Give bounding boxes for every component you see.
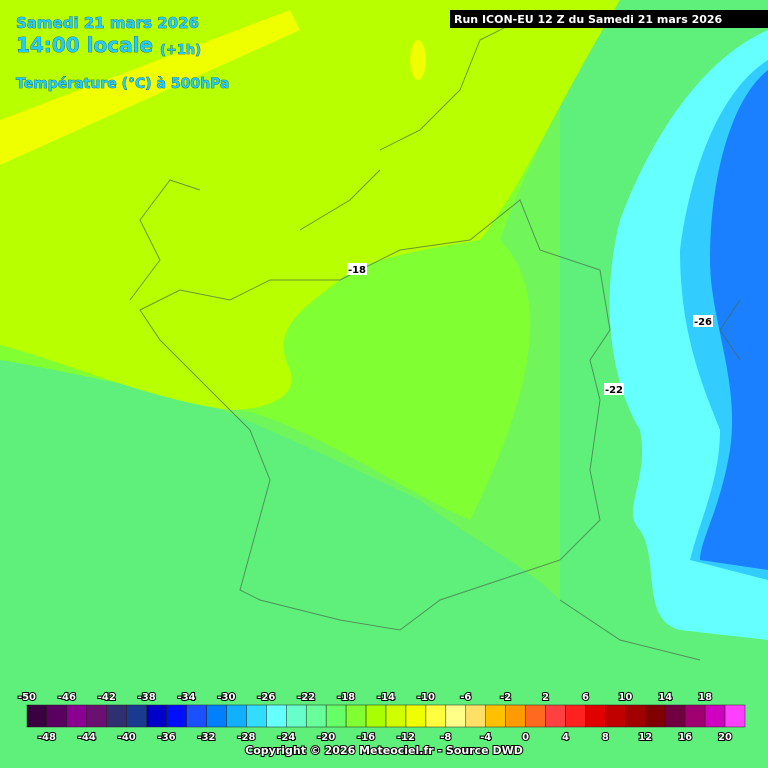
- legend-swatch: [166, 704, 187, 728]
- legend-label: 4: [562, 732, 569, 743]
- credit: Copyright © 2026 Meteociel.fr - Source D…: [245, 744, 523, 757]
- legend-swatch: [405, 704, 427, 728]
- map-time: 14:00 locale: [16, 33, 153, 57]
- legend-swatch: [186, 704, 207, 728]
- legend-label: -32: [197, 732, 215, 743]
- legend-label: -4: [480, 732, 491, 743]
- legend-label: 14: [658, 692, 672, 703]
- legend-label: -38: [138, 692, 156, 703]
- legend-label: 12: [638, 732, 652, 743]
- contour-label-box: [604, 383, 624, 395]
- legend-swatch: [565, 704, 586, 728]
- variable-label: Température (°C) à 500hPa: [16, 76, 229, 92]
- field-zone: [0, 0, 620, 410]
- legend-label: -34: [178, 692, 196, 703]
- legend-label: -26: [257, 692, 275, 703]
- legend-swatch: [66, 704, 88, 728]
- legend-label: -42: [98, 692, 116, 703]
- legend-label: -6: [460, 692, 471, 703]
- legend-label: 8: [602, 732, 609, 743]
- legend-swatch: [425, 704, 447, 728]
- color-legend: -50 -46 -42 -38 -34 -30 -26 -22 -18 -14 -10 -6 -2 2 6 1…: [17, 691, 746, 744]
- legend-label: 0: [522, 732, 529, 743]
- legend-label: -12: [397, 732, 415, 743]
- legend-swatch: [126, 704, 147, 728]
- contour-label: -22: [605, 385, 623, 396]
- legend-swatch: [246, 704, 267, 728]
- legend-swatch: [46, 704, 68, 728]
- run-label: Run ICON-EU 12 Z du Samedi 21 mars 2026: [454, 13, 723, 26]
- legend-swatch: [345, 704, 367, 728]
- legend-label: -46: [58, 692, 76, 703]
- legend-swatch: [645, 704, 666, 728]
- legend-swatch: [286, 704, 307, 728]
- legend-label: -8: [440, 732, 451, 743]
- legend-swatch: [365, 704, 387, 728]
- country-border: [139, 199, 611, 631]
- contour-label: -26: [694, 317, 712, 328]
- legend-swatch: [625, 704, 646, 728]
- legend-swatch: [585, 704, 606, 728]
- time-offset: (+1h): [160, 43, 201, 58]
- legend-label: -24: [277, 732, 295, 743]
- legend-swatch: [704, 704, 726, 728]
- legend-swatch: [664, 704, 686, 728]
- legend-label: 18: [698, 692, 712, 703]
- legend-label: -48: [38, 732, 56, 743]
- legend-swatch: [465, 704, 486, 728]
- legend-swatch: [106, 704, 127, 728]
- legend-label: 10: [618, 692, 632, 703]
- legend-label: -30: [217, 692, 235, 703]
- legend-label: -20: [317, 732, 335, 743]
- legend-swatch: [684, 704, 706, 728]
- legend-swatch: [86, 704, 108, 728]
- legend-swatch: [605, 704, 626, 728]
- legend-label: 20: [718, 732, 732, 743]
- legend-swatch: [26, 704, 48, 728]
- legend-label: 6: [582, 692, 589, 703]
- contour-label: -18: [348, 265, 366, 276]
- legend-label: 16: [678, 732, 692, 743]
- legend-label: -36: [158, 732, 176, 743]
- map-date: Samedi 21 mars 2026: [16, 14, 199, 32]
- contour-label-box: [693, 315, 713, 327]
- field-zone: [410, 40, 426, 80]
- coastline: [129, 19, 741, 661]
- run-box: [450, 10, 768, 28]
- legend-swatch: [385, 704, 407, 728]
- legend-swatch: [724, 704, 746, 728]
- legend-label: -14: [377, 692, 395, 703]
- legend-label: -40: [118, 732, 136, 743]
- field-zone: [700, 70, 768, 570]
- legend-label: -22: [297, 692, 315, 703]
- legend-swatch: [146, 704, 167, 728]
- legend-swatch: [505, 704, 526, 728]
- legend-label: -28: [237, 732, 255, 743]
- field-zone: [0, 10, 300, 165]
- legend-label: 2: [542, 692, 549, 703]
- legend-swatch: [445, 704, 467, 728]
- legend-swatch: [266, 704, 287, 728]
- legend-swatch: [206, 704, 227, 728]
- legend-swatch: [525, 704, 546, 728]
- legend-swatch: [325, 704, 347, 728]
- legend-swatch: [545, 704, 566, 728]
- legend-label: -18: [337, 692, 355, 703]
- legend-swatch: [305, 704, 327, 728]
- legend-swatch: [226, 704, 247, 728]
- legend-swatch: [485, 704, 506, 728]
- legend-label: -10: [417, 692, 435, 703]
- legend-label: -16: [357, 732, 375, 743]
- legend-label: -44: [78, 732, 96, 743]
- contour-label-box: [347, 263, 367, 275]
- legend-label: -2: [500, 692, 511, 703]
- legend-label: -50: [18, 692, 36, 703]
